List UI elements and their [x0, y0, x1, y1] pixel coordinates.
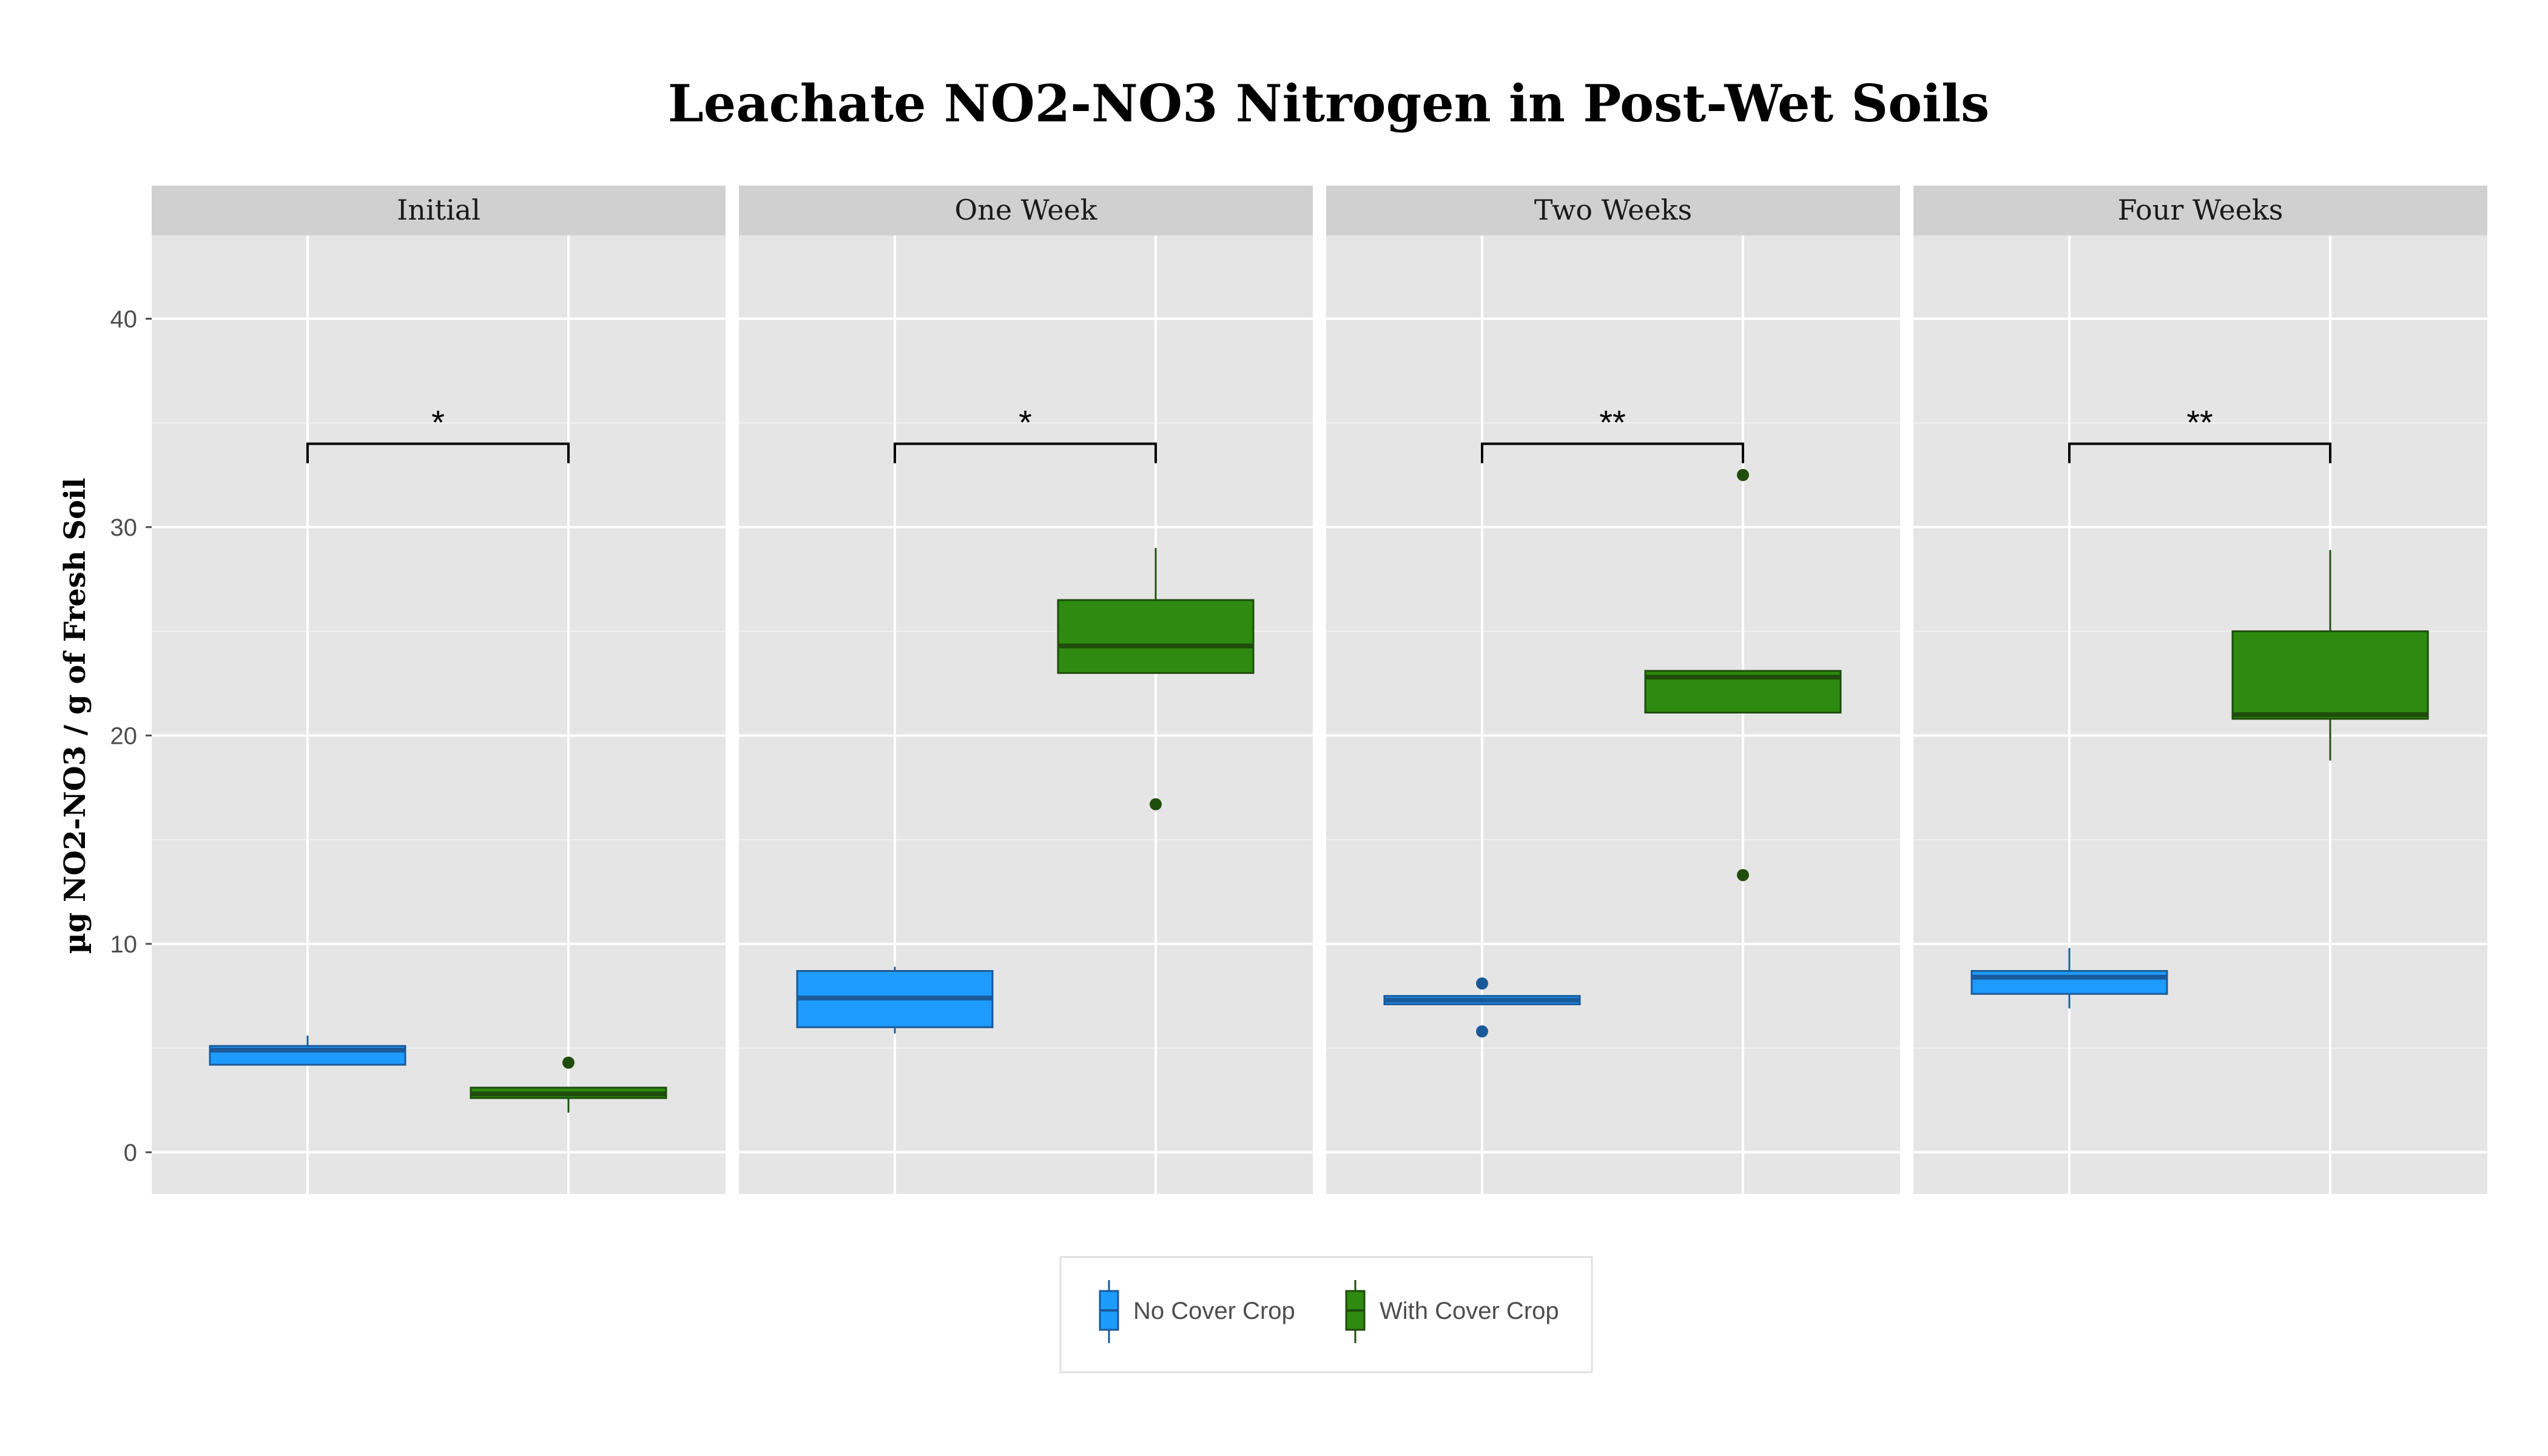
outlier-point — [1737, 869, 1749, 881]
legend-label: With Cover Crop — [1380, 1298, 1559, 1324]
panel-strip-label: Two Weeks — [1534, 194, 1692, 226]
panel-background — [1326, 235, 1900, 1194]
panel-strip-label: Four Weeks — [2118, 194, 2283, 226]
box-no-cover-crop — [209, 1035, 406, 1066]
outlier-point — [1150, 798, 1162, 811]
panel-background — [739, 235, 1313, 1194]
y-axis-label: µg NO2-NO3 / g of Fresh Soil — [58, 478, 92, 954]
panel-strip — [1913, 186, 2487, 235]
y-tick-label: 20 — [110, 723, 138, 749]
y-tick-label: 0 — [124, 1139, 137, 1166]
legend-item: No Cover Crop — [1099, 1280, 1295, 1343]
box-with-cover-crop — [2231, 550, 2429, 761]
significance-bracket — [306, 442, 570, 463]
panel-strip-label: Initial — [397, 194, 480, 226]
outlier-point — [562, 1056, 575, 1069]
significance-bracket — [1481, 442, 1744, 463]
legend: No Cover Crop With Cover Crop — [1059, 1256, 1593, 1373]
legend-label: No Cover Crop — [1133, 1298, 1295, 1324]
outlier-point — [1476, 977, 1488, 990]
significance-label: * — [431, 403, 445, 441]
panel-strip — [152, 186, 726, 235]
panel-strip — [1326, 186, 1900, 235]
panel-strip — [739, 186, 1313, 235]
box-no-cover-crop — [796, 966, 994, 1034]
legend-item: With Cover Crop — [1345, 1280, 1559, 1343]
facet-panels: Initial * One Week * Two Weeks ** Four Weeks ** — [152, 186, 2487, 1194]
y-axis-label-group: µg NO2-NO3 / g of Fresh Soil — [58, 478, 92, 954]
facet-panel: One Week * — [739, 186, 1313, 1194]
box-with-cover-crop — [1057, 548, 1255, 811]
chart-title: Leachate NO2-NO3 Nitrogen in Post-Wet So… — [668, 73, 1990, 133]
legend-box — [1059, 1256, 1593, 1373]
outlier-point — [1737, 469, 1749, 481]
box-body — [1057, 599, 1255, 674]
significance-bracket — [2068, 442, 2331, 463]
significance-label: * — [1019, 403, 1032, 441]
facet-panel: Two Weeks ** — [1326, 186, 1900, 1194]
panel-background — [152, 235, 726, 1194]
panel-strip-label: One Week — [954, 194, 1097, 226]
box-with-cover-crop — [470, 1056, 667, 1113]
box-with-cover-crop — [1644, 469, 1842, 881]
y-axis-ticks: 0 10 20 30 40 — [110, 306, 152, 1166]
box-body — [2231, 630, 2429, 720]
facet-panel: Four Weeks ** — [1913, 186, 2487, 1194]
y-tick-label: 10 — [110, 931, 138, 958]
significance-label: ** — [2186, 403, 2213, 441]
y-tick-label: 30 — [110, 514, 138, 541]
box-body — [1970, 969, 2168, 995]
y-tick-label: 40 — [110, 306, 138, 332]
box-no-cover-crop — [1970, 948, 2168, 1009]
significance-bracket — [894, 442, 1157, 463]
outlier-point — [1476, 1025, 1488, 1038]
significance-label: ** — [1599, 403, 1626, 441]
facet-panel: Initial * — [152, 186, 726, 1194]
box-no-cover-crop — [1383, 977, 1581, 1038]
